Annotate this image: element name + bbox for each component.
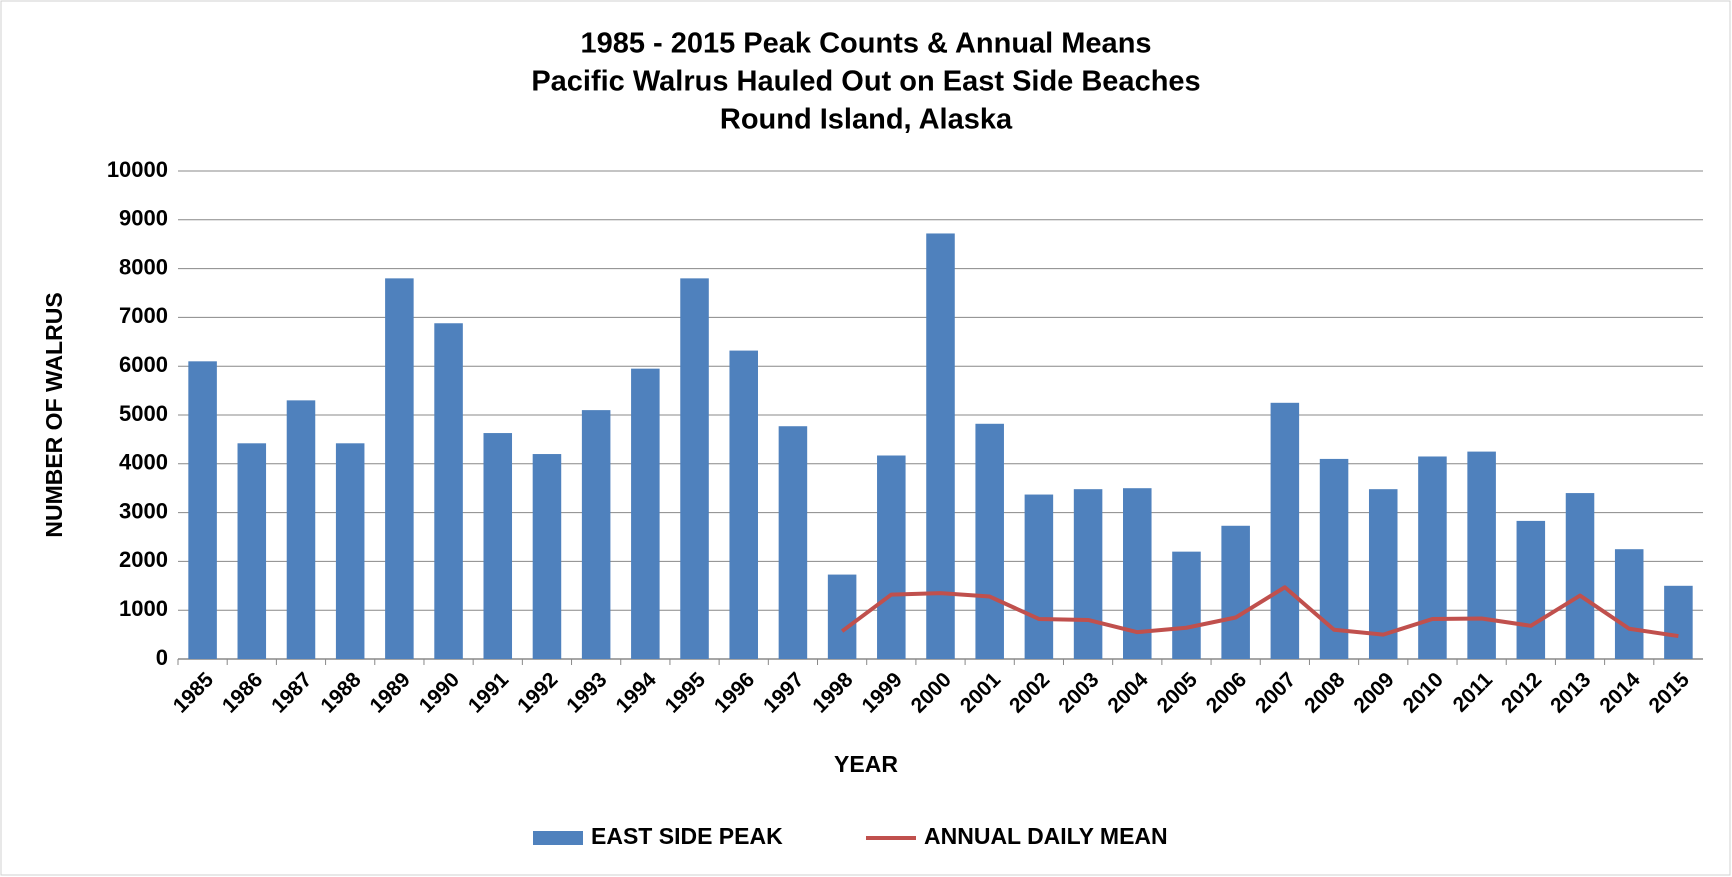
bar (1516, 520, 1546, 659)
y-tick-label: 8000 (119, 254, 168, 279)
chart-subtitle: Round Island, Alaska (720, 104, 1013, 136)
bar (483, 433, 513, 659)
y-tick-label: 4000 (119, 450, 168, 475)
bar (1467, 451, 1496, 659)
bar (1172, 551, 1201, 659)
bar (1614, 549, 1644, 659)
x-axis-label: YEAR (834, 751, 898, 777)
y-tick-label: 10000 (107, 157, 168, 182)
bar (729, 350, 758, 659)
bar (975, 423, 1004, 659)
bar (1319, 458, 1349, 659)
y-tick-label: 2000 (119, 547, 168, 572)
bar (1073, 489, 1103, 659)
bar (877, 455, 906, 659)
bar (1565, 493, 1595, 659)
bar (434, 323, 463, 659)
bar (286, 400, 316, 659)
bar (581, 410, 611, 659)
bar (1024, 494, 1054, 659)
legend-swatch (533, 831, 583, 845)
y-tick-label: 1000 (119, 596, 168, 621)
chart-subtitle: Pacific Walrus Hauled Out on East Side B… (531, 66, 1200, 98)
bar (827, 574, 857, 659)
chart-title: 1985 - 2015 Peak Counts & Annual Means (580, 28, 1151, 60)
bar (778, 426, 808, 659)
bar (631, 368, 660, 659)
bar (680, 278, 709, 659)
legend-label: ANNUAL DAILY MEAN (924, 823, 1168, 849)
bar (532, 454, 562, 659)
y-axis-label: NUMBER OF WALRUS (41, 292, 67, 537)
bar (1664, 585, 1693, 659)
y-tick-label: 6000 (119, 352, 168, 377)
y-tick-label: 3000 (119, 498, 168, 523)
bar (1221, 525, 1250, 659)
bar (1270, 402, 1300, 659)
bar (385, 278, 414, 659)
legend-label: EAST SIDE PEAK (591, 823, 783, 849)
y-tick-label: 7000 (119, 303, 168, 328)
y-tick-label: 5000 (119, 401, 168, 426)
y-tick-label: 0 (156, 645, 168, 670)
line (840, 585, 1679, 639)
bar (188, 361, 217, 659)
bar (237, 443, 267, 659)
y-tick-label: 9000 (119, 206, 168, 231)
bar (926, 233, 955, 660)
bar (1418, 456, 1447, 659)
bar (335, 443, 365, 659)
